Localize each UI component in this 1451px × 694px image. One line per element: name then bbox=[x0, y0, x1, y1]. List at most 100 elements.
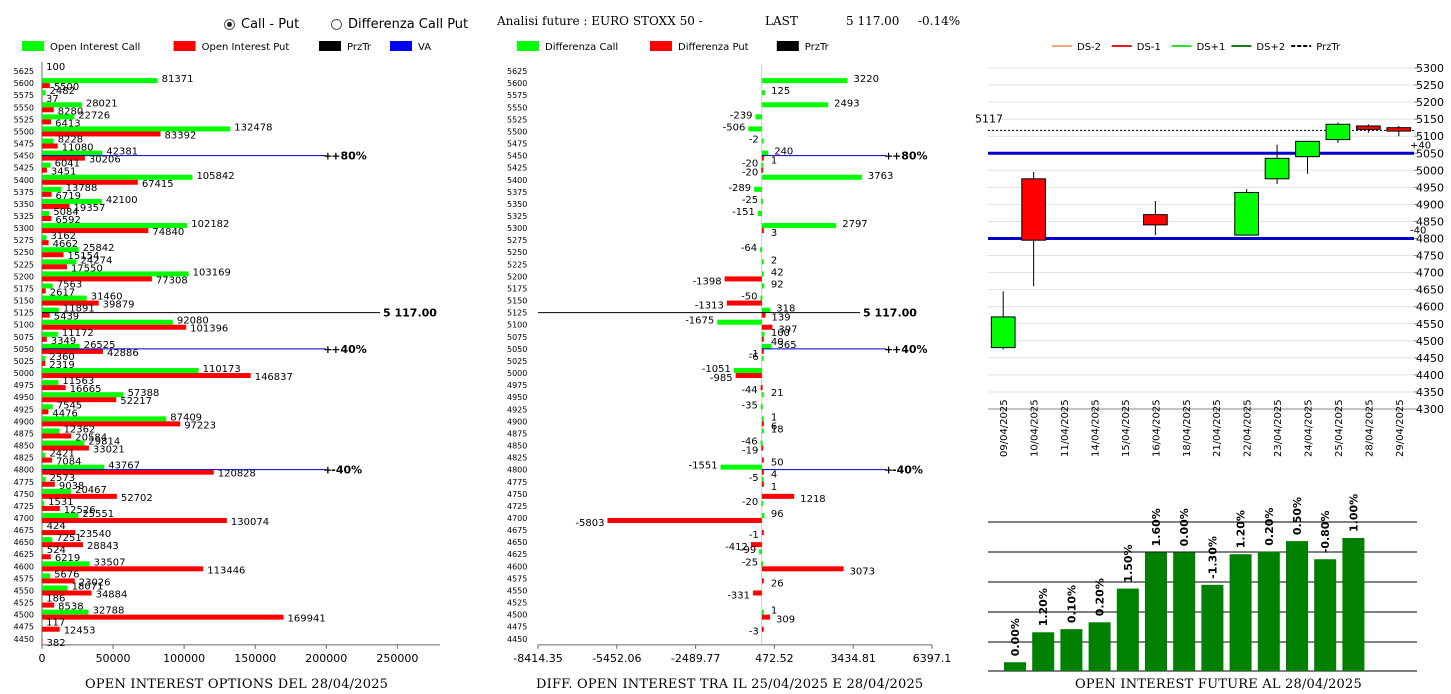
chart3-ytick-label: 4600 bbox=[1416, 301, 1444, 314]
chart1-call-value: 11891 bbox=[63, 304, 95, 315]
chart2-put-value: -3 bbox=[749, 627, 759, 638]
chart1-call-bar bbox=[42, 537, 53, 543]
chart2-put-bar bbox=[761, 469, 764, 475]
chart1-call-bar bbox=[42, 404, 53, 410]
chart1-put-bar bbox=[42, 191, 52, 197]
chart1-call-value: 42100 bbox=[106, 195, 138, 206]
chart1-put-bar bbox=[42, 433, 72, 439]
chart2-put-bar bbox=[750, 542, 762, 548]
chart1-put-bar bbox=[42, 518, 227, 523]
chart2-put-bar bbox=[761, 457, 764, 463]
chart1-strike-label: 5250 bbox=[14, 248, 34, 257]
chart4-bar bbox=[1257, 551, 1280, 671]
chart2-strike-label: 4550 bbox=[507, 586, 527, 595]
chart1-put-value: 8538 bbox=[58, 602, 83, 613]
chart1-xtick-label: 0 bbox=[39, 652, 46, 665]
radio-call-put[interactable]: Call - Put bbox=[224, 17, 299, 32]
chart2-call-value: 42 bbox=[771, 267, 784, 278]
chart1-call-bar bbox=[42, 476, 46, 482]
chart1-level-label: +80% bbox=[331, 150, 367, 163]
chart1-strike-label: 4975 bbox=[14, 381, 34, 390]
chart1-call-bar bbox=[42, 90, 46, 96]
radio-differenza-call-put[interactable]: Differenza Call Put bbox=[331, 17, 468, 32]
chart1-strike-label: 5425 bbox=[14, 164, 34, 173]
chart1-strike-label: 5150 bbox=[14, 297, 34, 306]
chart1-put-value: 4662 bbox=[53, 239, 78, 250]
chart1-call-bar bbox=[42, 319, 173, 325]
chart2-strike-label: 5425 bbox=[507, 164, 527, 173]
chart1-strike-label: 5500 bbox=[14, 127, 34, 136]
chart4-bar bbox=[1004, 662, 1026, 671]
chart2-put-value: -1 bbox=[749, 530, 759, 541]
chart1-put-bar bbox=[42, 602, 55, 608]
chart2-strike-label: 5600 bbox=[507, 79, 527, 88]
chart2-call-value: 3763 bbox=[868, 171, 893, 182]
chart1-put-bar bbox=[42, 348, 103, 354]
chart2-put-value: -19 bbox=[742, 446, 758, 457]
chart2-strike-label: 5450 bbox=[507, 152, 527, 161]
chart1-call-value: 18071 bbox=[72, 581, 104, 592]
chart1-strike-label: 5375 bbox=[14, 188, 34, 197]
chart1-call-value: 43767 bbox=[108, 461, 140, 472]
chart4-bar bbox=[1314, 559, 1337, 671]
chart1-put-value: 3349 bbox=[51, 336, 76, 347]
chart1-strike-label: 4475 bbox=[14, 623, 34, 632]
chart2-strike-label: 4750 bbox=[507, 490, 527, 499]
chart2-call-value: 2493 bbox=[834, 98, 859, 109]
chart2-call-value: -2 bbox=[749, 135, 759, 146]
chart2-put-bar bbox=[761, 445, 764, 451]
chart1-call-bar bbox=[42, 573, 51, 579]
chart2-call-bar bbox=[761, 78, 848, 84]
chart2-strike-label: 4600 bbox=[507, 562, 527, 571]
chart1-strike-label: 4950 bbox=[14, 393, 34, 402]
chart1-call-bar bbox=[42, 307, 59, 313]
chart2-call-bar bbox=[761, 138, 764, 144]
chart2-strike-label: 4525 bbox=[507, 599, 527, 608]
legend-label-0: Open Interest Call bbox=[50, 42, 140, 53]
chart1-call-bar bbox=[42, 247, 79, 253]
chart3-candle-body bbox=[1295, 140, 1320, 158]
chart2-put-bar bbox=[761, 481, 764, 487]
chart1-call-value: 8228 bbox=[58, 135, 83, 146]
chart1-call-bar bbox=[42, 392, 124, 398]
chart3-level-label: -40 bbox=[1410, 226, 1426, 237]
chart2-call-bar bbox=[761, 513, 765, 518]
chart2-call-value: 18 bbox=[771, 424, 784, 435]
chart1-strike-label: 4525 bbox=[14, 599, 34, 608]
chart4-bar-label: -1.30% bbox=[1206, 536, 1219, 579]
chart1-call-bar bbox=[42, 138, 54, 144]
chart1-put-value: 15154 bbox=[68, 251, 100, 262]
chart3-ytick-label: 4850 bbox=[1416, 215, 1444, 228]
chart2-put-value: -20 bbox=[742, 168, 758, 179]
chart2-call-value: -239 bbox=[730, 110, 753, 121]
chart2-put-bar bbox=[761, 336, 764, 342]
chart1-call-bar bbox=[42, 380, 59, 386]
chart1-call-bar bbox=[42, 150, 103, 156]
chart1-call-value: 2421 bbox=[49, 449, 74, 460]
chart3-candle-body bbox=[1234, 191, 1260, 236]
chart2-strike-label: 5550 bbox=[507, 103, 527, 112]
chart1-strike-label: 5525 bbox=[14, 115, 34, 124]
chart1-call-value: 22726 bbox=[78, 110, 110, 121]
chart1-put-value: 146837 bbox=[255, 372, 293, 383]
chart2-strike-label: 5350 bbox=[507, 200, 527, 209]
chart2-put-bar bbox=[761, 421, 764, 427]
chart1-put-bar bbox=[42, 457, 53, 463]
chart1-put-value: 30206 bbox=[89, 155, 121, 166]
chart2-strike-label: 4900 bbox=[507, 417, 527, 426]
chart3-candle-body bbox=[1386, 127, 1412, 132]
chart1-call-bar bbox=[42, 549, 43, 555]
chart1-call-bar bbox=[42, 464, 105, 470]
header-change: -0.14% bbox=[918, 14, 961, 28]
chart2-strike-label: 4575 bbox=[507, 574, 527, 583]
chart2-put-bar bbox=[761, 167, 764, 173]
chart2-call-bar bbox=[761, 561, 764, 567]
chart1-call-bar bbox=[42, 271, 189, 277]
chart2-call-value: -1051 bbox=[702, 364, 731, 375]
chart1-put-bar bbox=[42, 481, 55, 487]
chart2-call-value: -64 bbox=[741, 243, 757, 254]
chart2-call-value: -151 bbox=[732, 207, 755, 218]
chart2-strike-label: 4450 bbox=[507, 635, 527, 644]
chart1-level-arrow: + bbox=[323, 464, 332, 477]
chart2-call-bar bbox=[761, 428, 764, 434]
